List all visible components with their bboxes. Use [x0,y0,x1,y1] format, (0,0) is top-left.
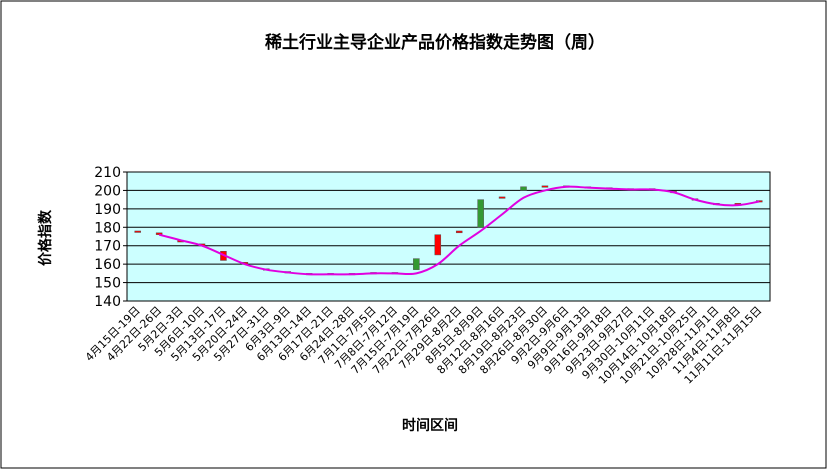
candle-body [434,234,442,256]
candle-body [455,230,463,234]
y-tick-label: 170 [94,239,121,255]
plot-area [126,171,771,302]
x-axis-title: 时间区间 [402,417,458,434]
candle-body [155,232,163,235]
candle-body [413,258,420,270]
candle-body [541,185,549,188]
chart-title: 稀土行业主导企业产品价格指数走势图（周） [265,32,605,53]
y-tick-label: 140 [94,294,121,310]
candle-body [498,196,506,199]
y-tick-label: 180 [94,220,121,236]
y-tick-label: 190 [94,202,121,218]
trend-line [158,185,760,276]
y-tick-label: 200 [94,183,121,199]
candle-body [477,199,484,228]
y-tick-label: 210 [94,165,121,181]
candle-body [520,186,527,191]
y-tick-label: 160 [94,257,121,273]
y-axis-title: 价格指数 [37,209,54,266]
candle-body [134,230,141,233]
y-tick-label: 150 [94,276,121,292]
